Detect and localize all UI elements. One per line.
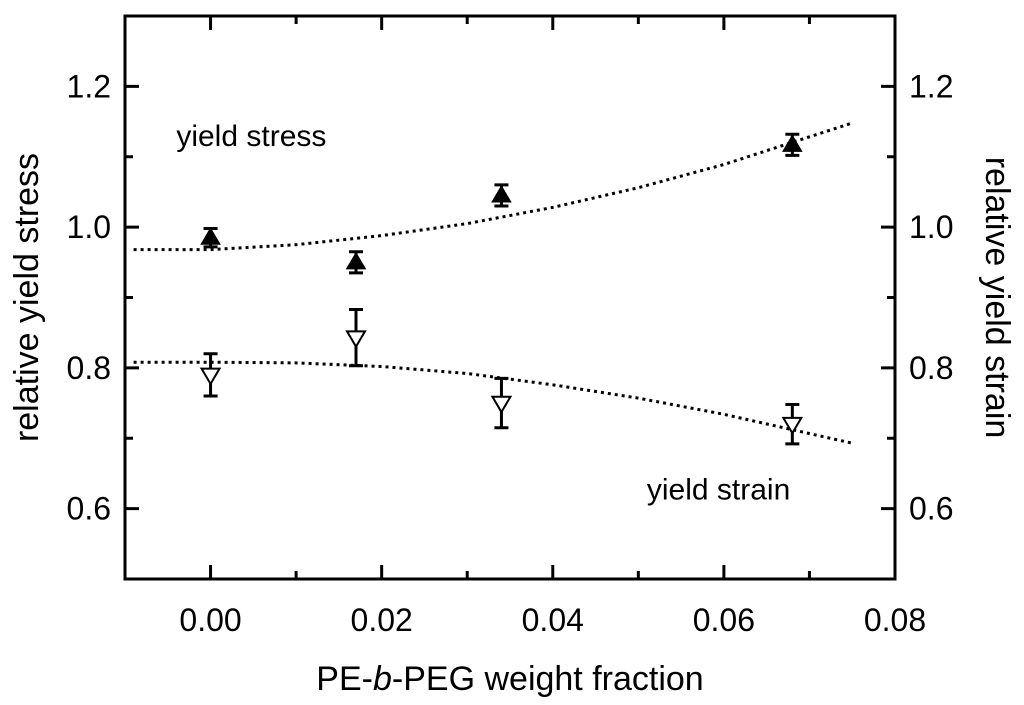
fit-lines [133, 121, 853, 445]
y-tick-label: 1.0 [67, 209, 111, 245]
y-tick-label: 1.2 [67, 68, 111, 104]
y-tick-label: 0.6 [67, 491, 111, 527]
fit-line [133, 360, 853, 445]
labels: 0.00 0.02 0.04 0.06 0.08 0.6 0.8 1.0 1.2 0.6 0.8 1.… [8, 68, 1016, 698]
data-point-filled-triangle [345, 251, 367, 270]
data-point-open-triangle [345, 330, 367, 349]
y2-axis-title: relative yield strain [978, 157, 1016, 439]
x-tick-label: 0.08 [864, 602, 926, 638]
y2-tick-label: 1.2 [909, 68, 953, 104]
series-annotation: yield strain [647, 473, 790, 506]
data-point-filled-triangle [782, 134, 803, 152]
fit-line [133, 121, 853, 252]
y-axis-title: relative yield stress [8, 153, 46, 442]
x-tick-label: 0.06 [693, 602, 755, 638]
data-point-open-triangle [199, 367, 222, 386]
data-point-filled-triangle [200, 227, 221, 245]
y2-tick-label: 0.8 [909, 350, 953, 386]
x-axis-title-part: -PEG weight fraction [392, 660, 704, 698]
y2-tick-label: 1.0 [909, 209, 953, 245]
ticks [125, 16, 897, 579]
x-axis-title: PE-b-PEG weight fraction [316, 660, 703, 698]
y-tick-label: 0.8 [67, 350, 111, 386]
x-tick-label: 0.00 [179, 602, 241, 638]
data-point-filled-triangle [491, 184, 512, 203]
x-tick-label: 0.04 [522, 602, 584, 638]
data-point-open-triangle [490, 395, 513, 415]
data-points [199, 132, 804, 446]
x-axis-title-part: PE- [316, 660, 373, 698]
data-point-open-triangle [781, 416, 804, 436]
y2-tick-label: 0.6 [909, 491, 953, 527]
x-tick-label: 0.02 [351, 602, 413, 638]
x-axis-title-part: b [373, 660, 392, 698]
series-annotation: yield stress [176, 120, 326, 153]
